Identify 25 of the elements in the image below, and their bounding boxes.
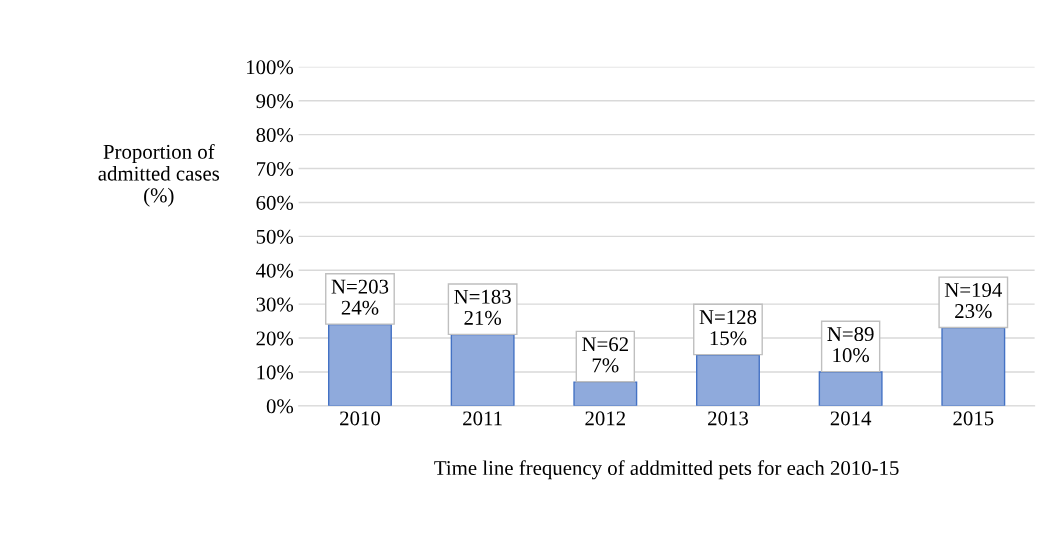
x-tick-label: 2010 <box>340 411 381 426</box>
y-tick-label: 10% <box>257 365 294 380</box>
data-label: N=62 7% <box>582 337 628 373</box>
x-tick-label: 2012 <box>585 411 625 426</box>
data-label: N=194 23% <box>944 283 1003 319</box>
y-tick-label: 30% <box>256 297 294 312</box>
y-tick-label: 40% <box>256 263 294 278</box>
y-tick-label: 60% <box>256 195 294 210</box>
x-axis-title: Time line frequency of addmitted pets for each 2010-15 <box>434 460 899 480</box>
data-label: N=183 21% <box>454 289 511 325</box>
data-label: N=203 24% <box>331 279 389 315</box>
y-tick-label: 90% <box>256 94 294 109</box>
y-axis-title: Proportion of admitted cases (%) <box>98 143 220 207</box>
x-tick-label: 2015 <box>953 411 994 426</box>
x-tick-label: 2013 <box>708 411 748 426</box>
data-label: N=89 10% <box>827 327 874 363</box>
y-tick-label: 70% <box>256 161 294 177</box>
y-tick-label: 0% <box>266 399 294 414</box>
y-tick-label: 100% <box>247 60 294 75</box>
y-tick-label: 80% <box>256 128 294 143</box>
data-label: N=128 15% <box>699 310 757 346</box>
y-tick-label: 20% <box>256 331 294 346</box>
y-tick-label: 50% <box>256 229 294 244</box>
x-tick-label: 2014 <box>830 411 872 426</box>
x-tick-label: 2011 <box>463 411 502 426</box>
